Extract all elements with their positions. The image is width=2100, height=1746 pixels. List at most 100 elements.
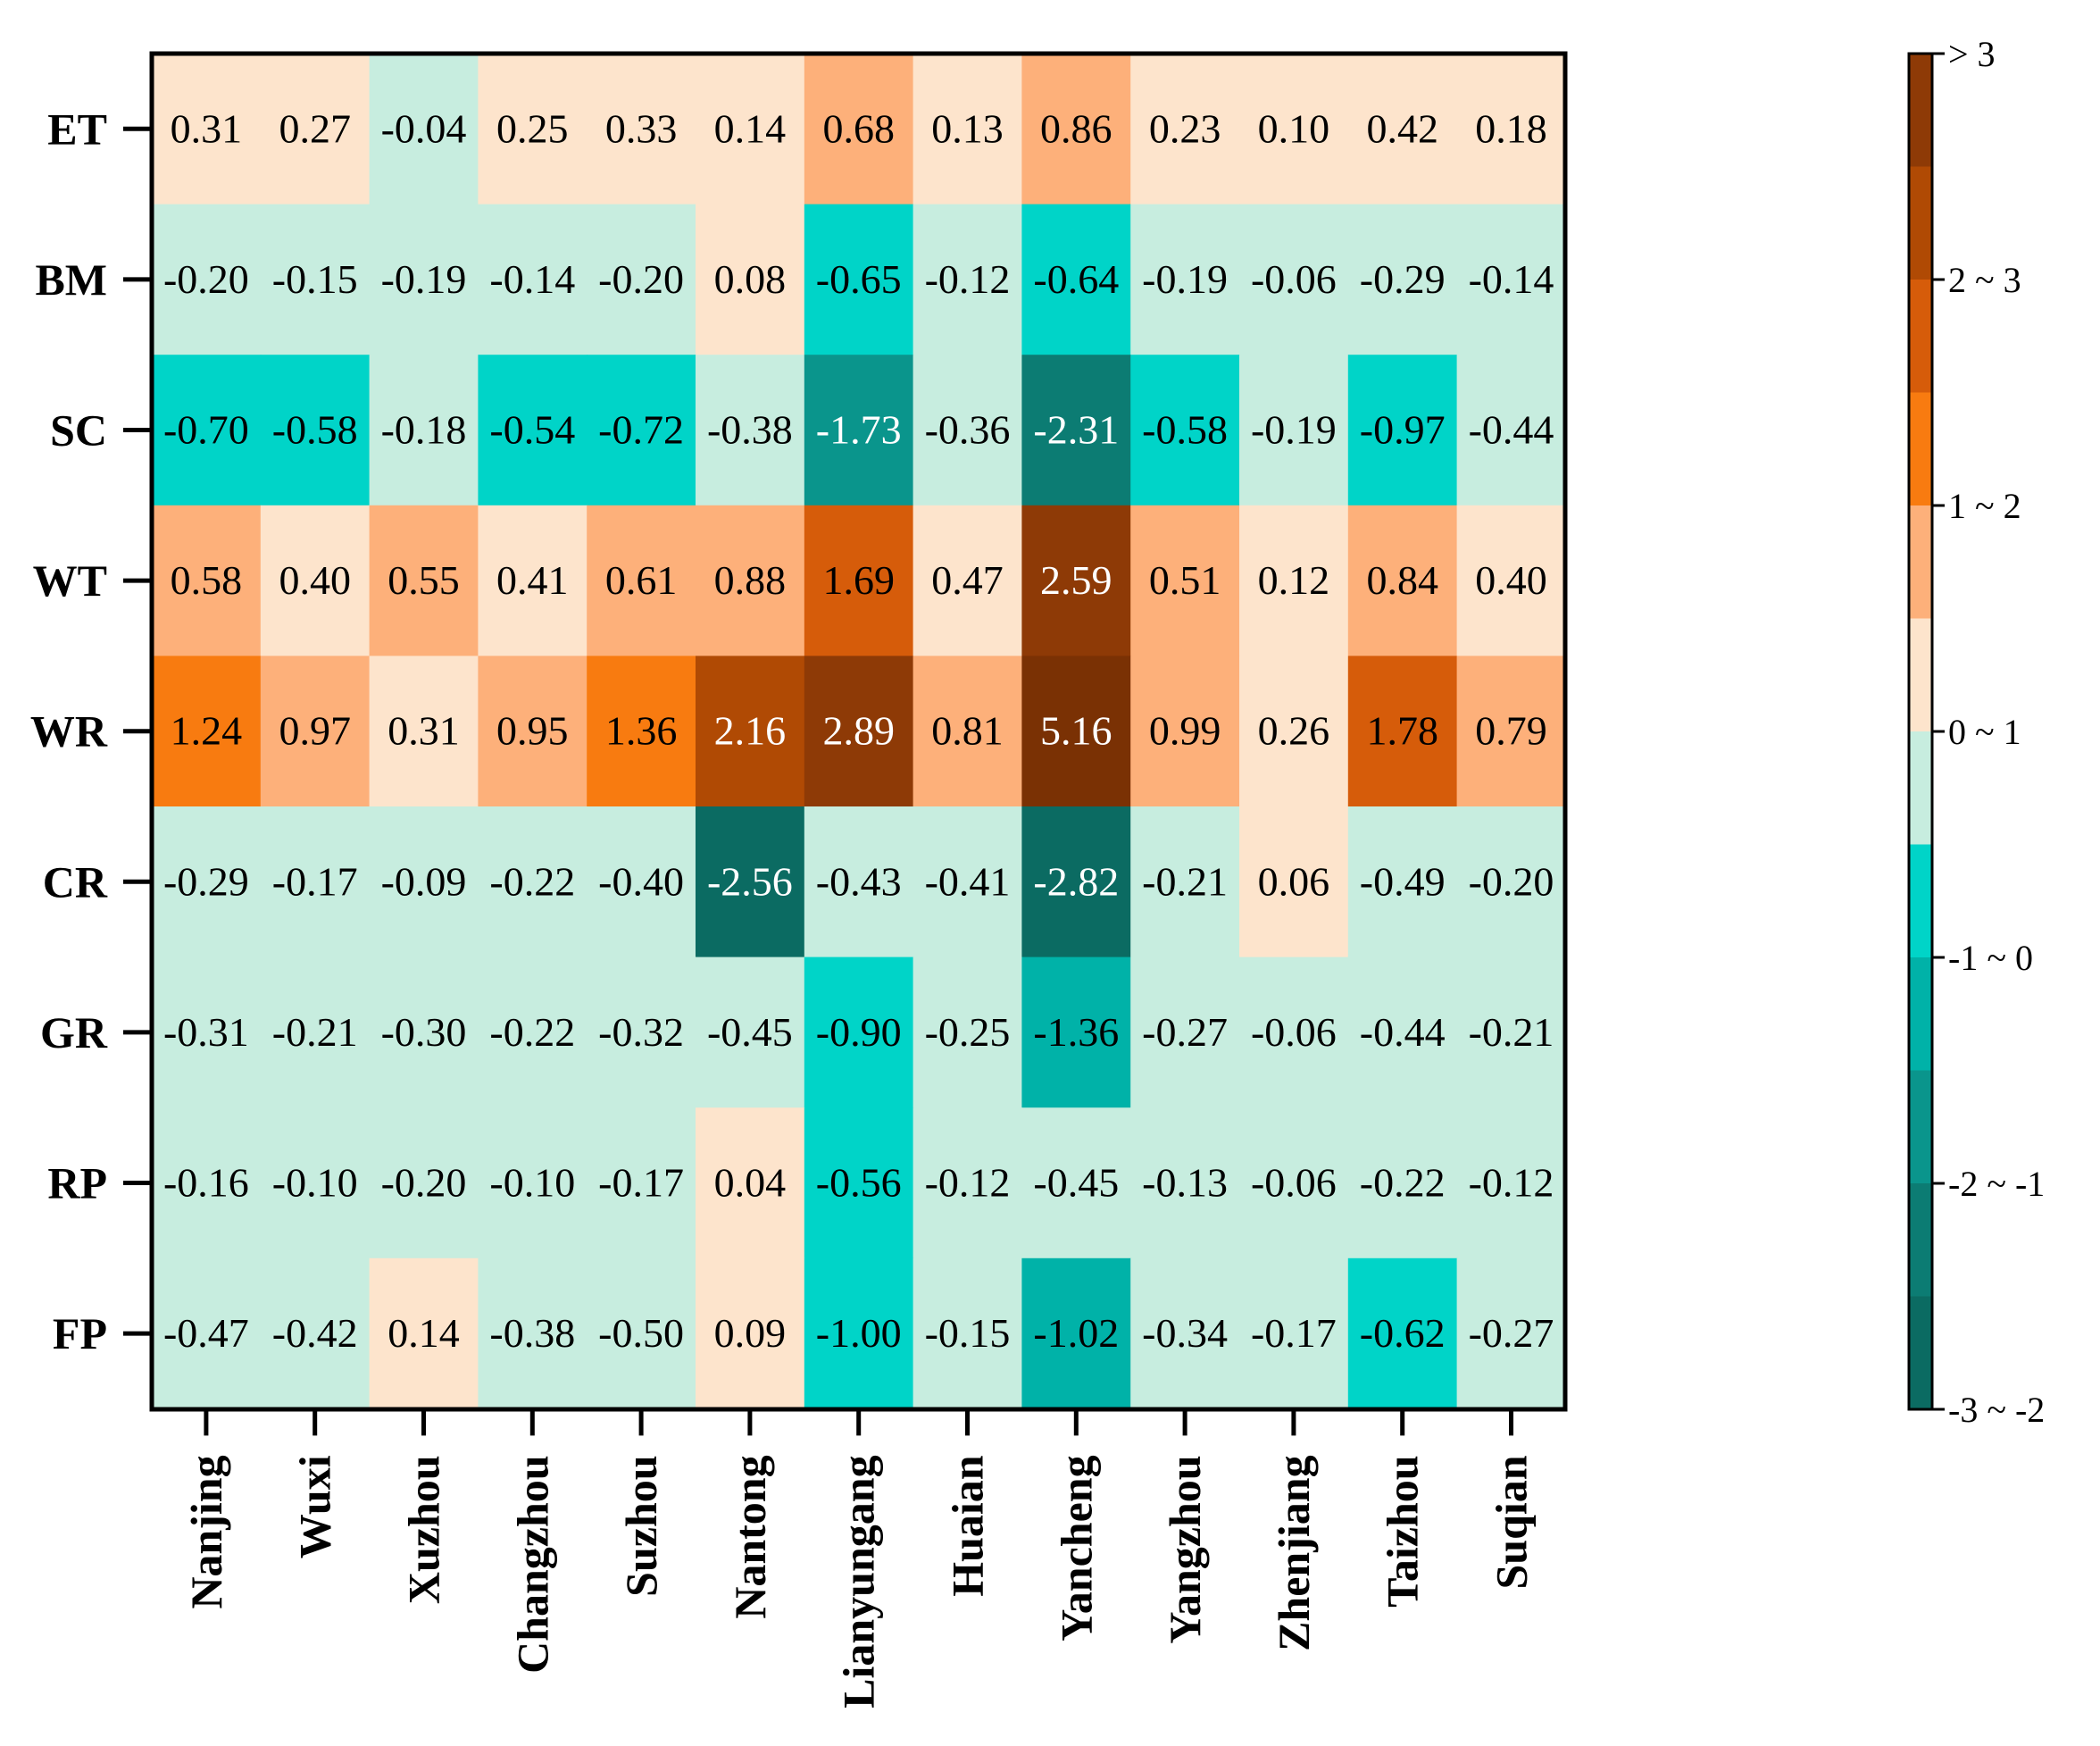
cell-label: 1.69 xyxy=(822,557,895,603)
cell-WR-Wuxi xyxy=(260,656,371,807)
cell-GR-Wuxi xyxy=(260,957,371,1108)
cell-GR-Taizhou xyxy=(1347,957,1458,1108)
cell-RP-Suqian xyxy=(1456,1107,1566,1259)
cell-label: 0.84 xyxy=(1366,557,1438,603)
cell-label: -0.32 xyxy=(598,1009,684,1055)
cell-BM-Lianyungang xyxy=(804,204,914,355)
cell-ET-Suzhou xyxy=(587,54,696,205)
cell-label: 0.13 xyxy=(931,105,1004,151)
cell-CR-Suqian xyxy=(1456,806,1566,958)
cell-label: 2.89 xyxy=(822,708,895,754)
column-label-Wuxi: Wuxi xyxy=(290,1455,340,1558)
cell-WR-Nantong xyxy=(696,656,805,807)
cell-label: -0.31 xyxy=(163,1009,249,1055)
cell-label: -0.20 xyxy=(1469,858,1554,904)
cell-RP-Xuzhou xyxy=(369,1107,479,1259)
cell-WR-Suzhou xyxy=(587,656,696,807)
cell-CR-Zhenjiang xyxy=(1239,806,1349,958)
cell-GR-Suzhou xyxy=(587,957,696,1108)
cell-label: -0.58 xyxy=(1142,407,1228,453)
row-label-CR: CR xyxy=(43,856,108,906)
cell-CR-Yangzhou xyxy=(1130,806,1240,958)
row-label-SC: SC xyxy=(50,405,107,455)
cell-SC-Suzhou xyxy=(587,355,696,506)
cell-SC-Nantong xyxy=(696,355,805,506)
cell-ET-Xuzhou xyxy=(369,54,479,205)
cell-ET-Nanjing xyxy=(152,54,262,205)
cell-label: -0.04 xyxy=(381,105,467,151)
cell-label: -0.19 xyxy=(1251,407,1337,453)
cell-label: 0.09 xyxy=(714,1310,787,1356)
column-label-Nantong: Nantong xyxy=(725,1455,775,1618)
cell-label: -0.12 xyxy=(925,256,1011,302)
cell-label: -0.56 xyxy=(816,1160,902,1206)
cell-FP-Nanjing xyxy=(152,1257,262,1409)
column-label-Changzhou: Changzhou xyxy=(507,1455,557,1674)
cell-RP-Zhenjiang xyxy=(1239,1107,1349,1259)
cell-label: 0.86 xyxy=(1040,105,1112,151)
cell-GR-Nantong xyxy=(696,957,805,1108)
cell-WT-Wuxi xyxy=(260,505,371,656)
cell-label: -1.73 xyxy=(816,407,902,453)
cell-SC-Lianyungang xyxy=(804,355,914,506)
scale-label: 1 ~ 2 xyxy=(1948,486,2021,526)
row-axis: ET BM SC WT WR CR GR RP FP xyxy=(30,104,152,1358)
cell-label: 0.55 xyxy=(388,557,460,603)
column-label-Nanjing: Nanjing xyxy=(181,1455,231,1608)
scale-band xyxy=(1909,618,1932,732)
cell-label: -0.30 xyxy=(381,1009,467,1055)
cell-WR-Huaian xyxy=(912,656,1022,807)
cell-BM-Taizhou xyxy=(1347,204,1458,355)
cell-label: 0.88 xyxy=(714,557,787,603)
cell-label: -0.41 xyxy=(925,858,1011,904)
cell-label: 0.31 xyxy=(171,105,243,151)
cell-label: -0.17 xyxy=(1251,1310,1337,1356)
column-label-Suqian: Suqian xyxy=(1487,1455,1537,1589)
cell-FP-Changzhou xyxy=(478,1257,588,1409)
cell-ET-Taizhou xyxy=(1347,54,1458,205)
cell-label: 2.16 xyxy=(714,708,787,754)
cell-label: 0.47 xyxy=(931,557,1004,603)
cell-label: -0.21 xyxy=(1469,1009,1554,1055)
cell-label: 5.16 xyxy=(1040,708,1112,754)
scale-band xyxy=(1909,1070,1932,1184)
cell-GR-Huaian xyxy=(912,957,1022,1108)
cell-RP-Changzhou xyxy=(478,1107,588,1259)
cell-CR-Huaian xyxy=(912,806,1022,958)
cell-GR-Zhenjiang xyxy=(1239,957,1349,1108)
column-label-Huaian: Huaian xyxy=(943,1455,993,1597)
cell-label: 0.97 xyxy=(279,708,351,754)
scale-label: -2 ~ -1 xyxy=(1948,1164,2045,1204)
cell-GR-Xuzhou xyxy=(369,957,479,1108)
cell-RP-Lianyungang xyxy=(804,1107,914,1259)
cell-label: 0.81 xyxy=(931,708,1004,754)
cell-label: -0.27 xyxy=(1142,1009,1228,1055)
cell-label: 0.58 xyxy=(171,557,243,603)
cell-label: -0.20 xyxy=(598,256,684,302)
cell-label: -0.10 xyxy=(272,1160,358,1206)
cell-label: -0.49 xyxy=(1360,858,1446,904)
scale-band xyxy=(1909,1296,1932,1410)
cell-CR-Wuxi xyxy=(260,806,371,958)
cell-label: -0.43 xyxy=(816,858,902,904)
cell-label: 0.51 xyxy=(1149,557,1221,603)
cell-WR-Changzhou xyxy=(478,656,588,807)
cell-label: 0.14 xyxy=(714,105,787,151)
scale-label: 2 ~ 3 xyxy=(1948,260,2021,300)
cell-label: -0.15 xyxy=(272,256,358,302)
cell-label: 0.27 xyxy=(279,105,351,151)
cell-label: 1.36 xyxy=(605,708,678,754)
cell-label: 0.14 xyxy=(388,1310,460,1356)
cell-SC-Yangzhou xyxy=(1130,355,1240,506)
cell-label: 1.24 xyxy=(171,708,243,754)
cell-label: 0.31 xyxy=(388,708,460,754)
cell-FP-Suqian xyxy=(1456,1257,1566,1409)
cell-FP-Xuzhou xyxy=(369,1257,479,1409)
cell-WR-Zhenjiang xyxy=(1239,656,1349,807)
cell-BM-Yangzhou xyxy=(1130,204,1240,355)
column-label-Lianyungang: Lianyungang xyxy=(834,1455,884,1708)
column-axis: Nanjing Wuxi Xuzhou Changzhou Suzhou Nantong L… xyxy=(181,1408,1537,1708)
cell-SC-Huaian xyxy=(912,355,1022,506)
scale-label: -1 ~ 0 xyxy=(1948,938,2033,978)
row-label-RP: RP xyxy=(47,1158,107,1208)
